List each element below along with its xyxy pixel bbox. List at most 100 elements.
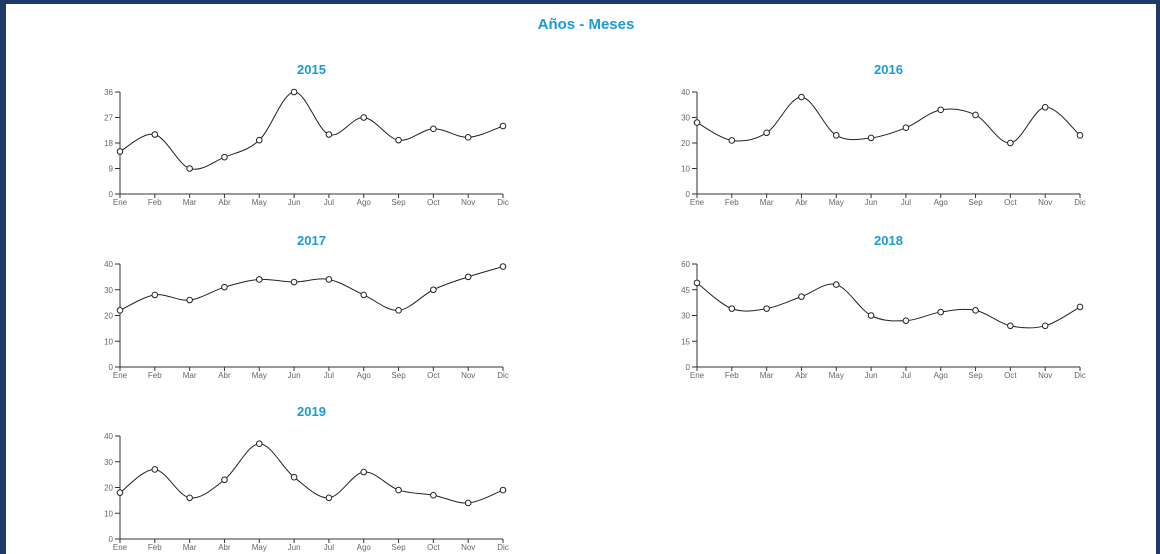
y-tick-label: 10 bbox=[681, 165, 690, 174]
series-line bbox=[119, 91, 504, 170]
chart-title: 2015 bbox=[297, 62, 326, 77]
chart-2017: 2017 0 10 20 30 40 Ene Feb Mar Abr May Jun Jul Ago Sep… bbox=[104, 233, 509, 380]
x-tick-label: Abr bbox=[795, 371, 808, 380]
data-point bbox=[499, 122, 507, 130]
data-point bbox=[186, 296, 193, 304]
x-tick-label: May bbox=[829, 371, 844, 380]
data-point bbox=[902, 124, 910, 131]
x-tick-label: Ago bbox=[357, 198, 372, 207]
x-tick-label: Oct bbox=[427, 543, 440, 552]
x-tick-label: Ago bbox=[357, 371, 372, 380]
data-point bbox=[290, 473, 298, 481]
data-point bbox=[1076, 132, 1084, 139]
data-point bbox=[832, 132, 840, 139]
data-point bbox=[325, 494, 333, 502]
data-point bbox=[1007, 322, 1014, 330]
data-point bbox=[221, 476, 228, 484]
x-tick-label: Abr bbox=[218, 198, 231, 207]
data-point bbox=[972, 307, 979, 314]
data-point bbox=[763, 129, 770, 137]
y-tick-label: 9 bbox=[109, 165, 114, 174]
x-tick-label: Oct bbox=[1004, 371, 1017, 380]
data-point bbox=[693, 119, 701, 126]
x-tick-label: Sep bbox=[391, 543, 406, 552]
y-tick-label: 27 bbox=[104, 114, 113, 123]
x-tick-label: May bbox=[252, 543, 267, 552]
data-point bbox=[255, 136, 263, 144]
x-tick-label: Sep bbox=[968, 198, 983, 207]
data-point bbox=[395, 307, 402, 314]
data-point bbox=[1007, 139, 1014, 147]
y-tick-label: 30 bbox=[104, 458, 113, 467]
data-point bbox=[499, 263, 507, 270]
y-tick-label: 30 bbox=[681, 312, 690, 321]
x-tick-label: Jun bbox=[288, 371, 301, 380]
data-point bbox=[360, 291, 368, 299]
x-tick-label: Mar bbox=[183, 198, 197, 207]
y-tick-label: 40 bbox=[104, 260, 113, 269]
x-tick-label: May bbox=[252, 198, 267, 207]
chart-2015: 2015 0 9 18 27 36 Ene Feb Mar Abr May Jun Jul Ago Sep O… bbox=[104, 62, 509, 207]
x-tick-label: Jul bbox=[901, 371, 911, 380]
y-tick-label: 0 bbox=[686, 363, 691, 372]
data-point bbox=[937, 308, 945, 316]
x-tick-label: Mar bbox=[760, 198, 774, 207]
data-point bbox=[325, 131, 333, 138]
chart-title: 2016 bbox=[874, 62, 903, 77]
data-point bbox=[151, 131, 159, 138]
chart-title: 2018 bbox=[874, 233, 903, 248]
chart-2018: 2018 0 15 30 45 60 Ene Feb Mar Abr May Jun Jul Ago Sep… bbox=[681, 233, 1086, 380]
x-tick-label: Nov bbox=[461, 543, 475, 552]
x-tick-label: Ene bbox=[113, 371, 128, 380]
data-point bbox=[937, 106, 945, 114]
chart-title: 2017 bbox=[297, 233, 326, 248]
data-point bbox=[151, 291, 159, 299]
x-tick-label: Dic bbox=[1074, 198, 1086, 207]
y-tick-label: 0 bbox=[109, 535, 114, 544]
data-point bbox=[693, 279, 701, 287]
data-point bbox=[116, 489, 124, 496]
x-tick-label: Ene bbox=[690, 198, 705, 207]
data-point bbox=[186, 165, 193, 172]
y-tick-label: 0 bbox=[109, 363, 114, 372]
data-point bbox=[151, 466, 159, 473]
y-tick-label: 60 bbox=[681, 260, 690, 269]
x-tick-label: Abr bbox=[218, 371, 231, 380]
data-point bbox=[116, 148, 124, 155]
chart-title: 2019 bbox=[297, 404, 326, 419]
x-tick-label: Ago bbox=[934, 371, 949, 380]
x-tick-label: Jul bbox=[324, 543, 334, 552]
data-point bbox=[395, 136, 402, 144]
x-tick-label: Feb bbox=[148, 371, 162, 380]
y-tick-label: 20 bbox=[104, 484, 113, 493]
data-point bbox=[499, 486, 507, 494]
data-point bbox=[360, 114, 368, 121]
y-tick-label: 40 bbox=[681, 88, 690, 97]
data-point bbox=[255, 440, 263, 448]
x-tick-label: Dic bbox=[1074, 371, 1086, 380]
x-tick-label: Ene bbox=[113, 198, 128, 207]
data-point bbox=[290, 88, 298, 96]
y-tick-label: 20 bbox=[681, 139, 690, 148]
data-point bbox=[221, 153, 228, 161]
y-tick-label: 36 bbox=[104, 88, 113, 97]
data-point bbox=[116, 307, 124, 314]
x-tick-label: Jun bbox=[288, 198, 301, 207]
x-tick-label: Jun bbox=[865, 198, 878, 207]
data-point bbox=[1041, 322, 1049, 330]
y-tick-label: 0 bbox=[686, 190, 691, 199]
x-tick-label: Ene bbox=[113, 543, 128, 552]
y-tick-label: 45 bbox=[681, 286, 690, 295]
x-tick-label: Oct bbox=[427, 198, 440, 207]
data-point bbox=[464, 134, 472, 141]
data-point bbox=[902, 317, 910, 324]
data-point bbox=[763, 305, 770, 312]
data-point bbox=[464, 273, 472, 281]
data-point bbox=[255, 276, 263, 283]
x-tick-label: Jun bbox=[288, 543, 301, 552]
chart-2016: 2016 0 10 20 30 40 Ene Feb Mar Abr May Jun Jul Ago Sep… bbox=[681, 62, 1086, 207]
y-tick-label: 30 bbox=[681, 114, 690, 123]
data-point bbox=[867, 134, 875, 142]
